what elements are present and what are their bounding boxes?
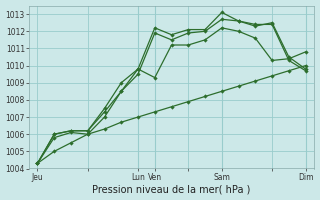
X-axis label: Pression niveau de la mer( hPa ): Pression niveau de la mer( hPa ) <box>92 184 251 194</box>
